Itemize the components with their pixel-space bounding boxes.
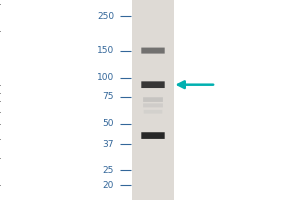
Text: 150: 150 — [97, 46, 114, 55]
FancyBboxPatch shape — [143, 103, 163, 107]
Text: 100: 100 — [97, 73, 114, 82]
FancyBboxPatch shape — [141, 132, 165, 139]
FancyBboxPatch shape — [141, 48, 165, 54]
Text: 250: 250 — [97, 12, 114, 21]
Text: 25: 25 — [103, 166, 114, 175]
FancyBboxPatch shape — [143, 97, 163, 102]
Bar — [132, 0, 174, 200]
Text: 50: 50 — [103, 119, 114, 128]
Text: 37: 37 — [103, 140, 114, 149]
Text: 75: 75 — [103, 92, 114, 101]
FancyBboxPatch shape — [141, 81, 165, 88]
Text: 20: 20 — [103, 181, 114, 190]
FancyBboxPatch shape — [144, 110, 162, 114]
